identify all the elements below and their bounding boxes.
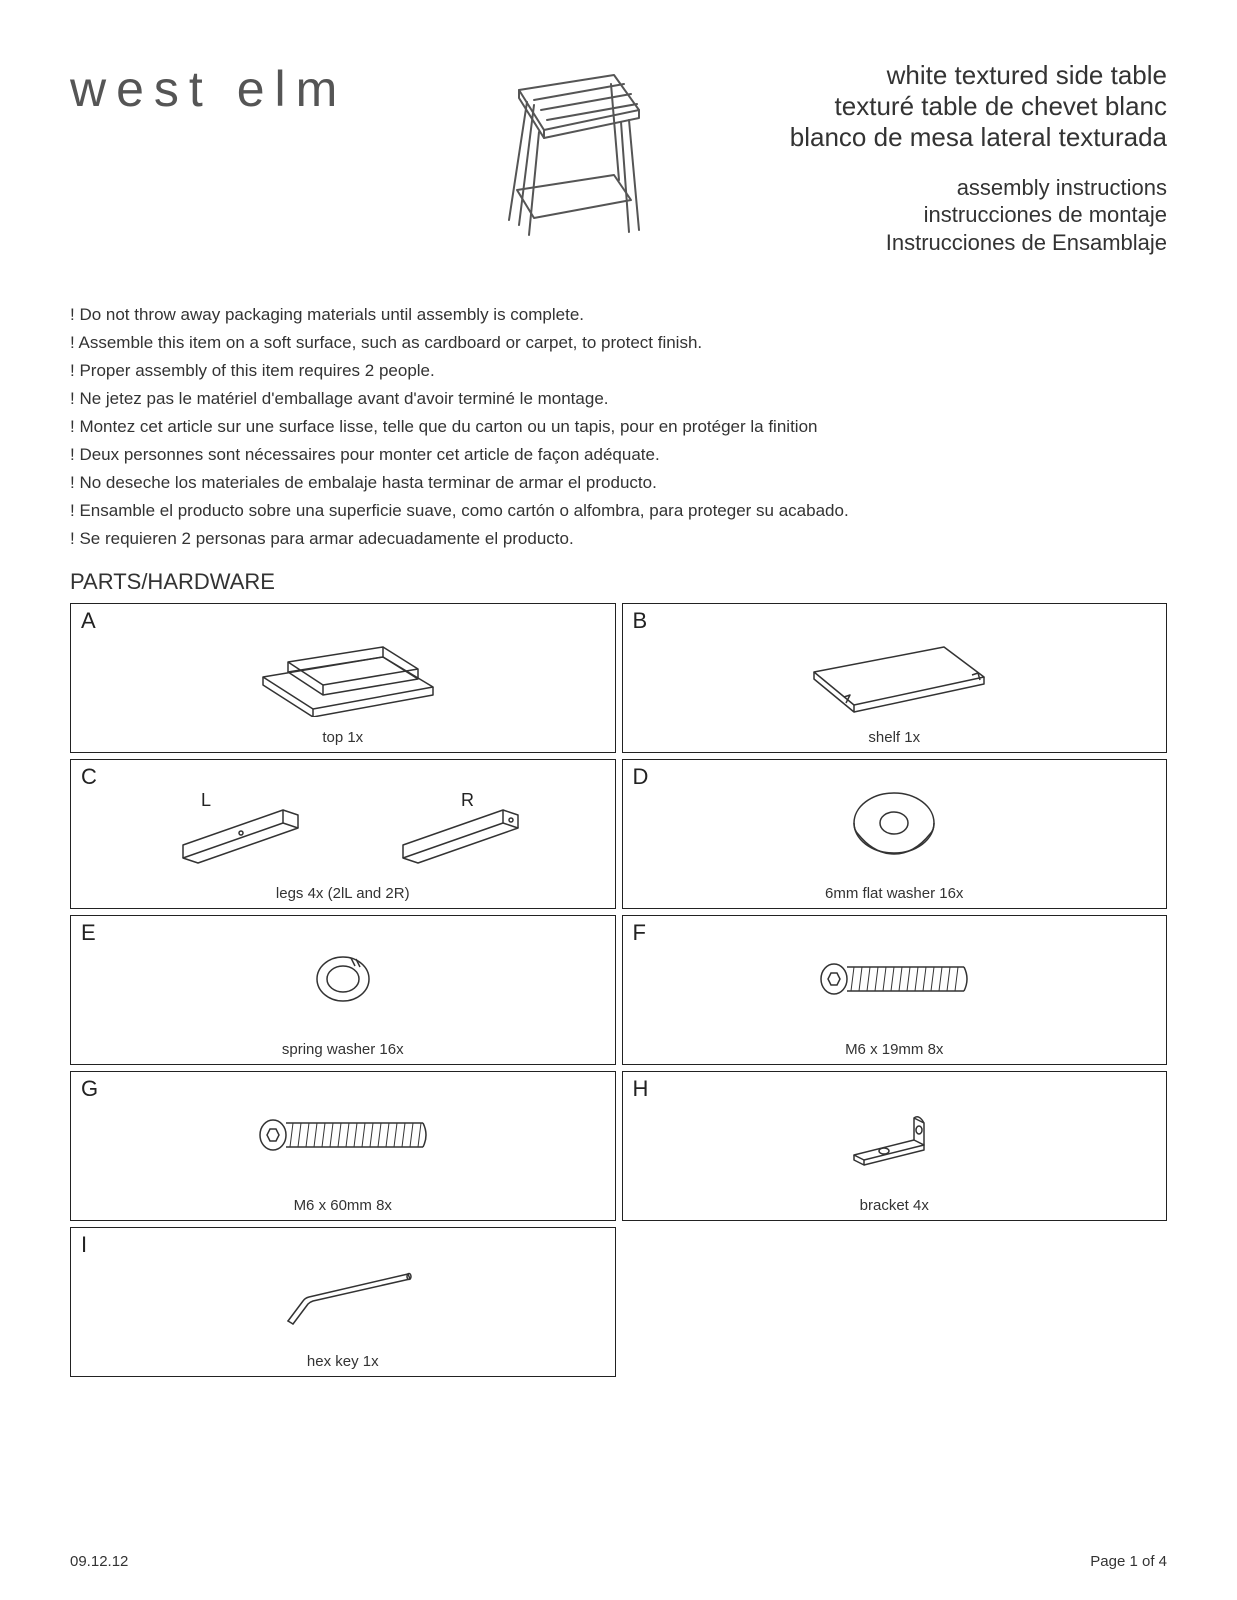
- part-caption: 6mm flat washer 16x: [825, 885, 963, 902]
- product-illustration: [469, 60, 669, 265]
- part-caption: top 1x: [322, 729, 363, 746]
- part-caption: bracket 4x: [860, 1197, 929, 1214]
- part-letter: H: [633, 1076, 649, 1102]
- part-letter: B: [633, 608, 648, 634]
- note-item: ! Ne jetez pas le matériel d'emballage a…: [70, 389, 1167, 409]
- part-d-illustration: [623, 760, 1167, 885]
- part-a: A top 1x: [70, 603, 616, 753]
- part-c: C L R: [70, 759, 616, 909]
- page: west elm: [0, 0, 1237, 1600]
- part-f: F: [622, 915, 1168, 1065]
- part-caption: shelf 1x: [868, 729, 920, 746]
- footer: 09.12.12 Page 1 of 4: [70, 1553, 1167, 1570]
- leg-r-label: R: [461, 790, 474, 811]
- part-e: E spring washer 16x: [70, 915, 616, 1065]
- product-title: white textured side table texturé table …: [790, 60, 1167, 154]
- part-letter: I: [81, 1232, 87, 1258]
- part-h: H bracket 4x: [622, 1071, 1168, 1221]
- note-item: ! No deseche los materiales de embalaje …: [70, 473, 1167, 493]
- part-d: D 6mm flat washer 16x: [622, 759, 1168, 909]
- header: west elm: [70, 60, 1167, 265]
- part-f-illustration: [623, 916, 1167, 1041]
- note-item: ! Assemble this item on a soft surface, …: [70, 333, 1167, 353]
- note-item: ! Se requieren 2 personas para armar ade…: [70, 529, 1167, 549]
- part-b-illustration: [623, 604, 1167, 729]
- part-letter: D: [633, 764, 649, 790]
- leg-l-label: L: [201, 790, 211, 811]
- part-letter: G: [81, 1076, 98, 1102]
- part-caption: M6 x 19mm 8x: [845, 1041, 943, 1058]
- part-b: B shelf 1x: [622, 603, 1168, 753]
- part-i-illustration: [71, 1228, 615, 1353]
- part-caption: hex key 1x: [307, 1353, 379, 1370]
- title-column: white textured side table texturé table …: [790, 60, 1167, 256]
- part-letter: A: [81, 608, 96, 634]
- brand-logo: west elm: [70, 60, 347, 118]
- part-g: G: [70, 1071, 616, 1221]
- subtitle-fr: instrucciones de montaje: [790, 201, 1167, 229]
- subtitle-en: assembly instructions: [790, 174, 1167, 202]
- part-letter: E: [81, 920, 96, 946]
- footer-page: Page 1 of 4: [1090, 1553, 1167, 1570]
- part-i: I hex key 1x: [70, 1227, 616, 1377]
- part-caption: spring washer 16x: [282, 1041, 404, 1058]
- subtitle-block: assembly instructions instrucciones de m…: [790, 174, 1167, 257]
- part-g-illustration: [71, 1072, 615, 1197]
- part-caption: M6 x 60mm 8x: [294, 1197, 392, 1214]
- empty-cell: [622, 1227, 1168, 1377]
- part-letter: C: [81, 764, 97, 790]
- title-fr: texturé table de chevet blanc: [790, 91, 1167, 122]
- part-a-illustration: [71, 604, 615, 729]
- parts-grid: A top 1x: [70, 603, 1167, 1377]
- part-c-illustration: [71, 760, 615, 885]
- section-title: PARTS/HARDWARE: [70, 569, 1167, 595]
- part-caption: legs 4x (2lL and 2R): [276, 885, 410, 902]
- footer-date: 09.12.12: [70, 1553, 128, 1570]
- note-item: ! Deux personnes sont nécessaires pour m…: [70, 445, 1167, 465]
- note-item: ! Proper assembly of this item requires …: [70, 361, 1167, 381]
- side-table-icon: [479, 60, 659, 260]
- note-item: ! Montez cet article sur une surface lis…: [70, 417, 1167, 437]
- title-en: white textured side table: [790, 60, 1167, 91]
- note-item: ! Do not throw away packaging materials …: [70, 305, 1167, 325]
- notes-list: ! Do not throw away packaging materials …: [70, 305, 1167, 549]
- note-item: ! Ensamble el producto sobre una superfi…: [70, 501, 1167, 521]
- part-h-illustration: [623, 1072, 1167, 1197]
- part-e-illustration: [71, 916, 615, 1041]
- part-letter: F: [633, 920, 646, 946]
- subtitle-es: Instrucciones de Ensamblaje: [790, 229, 1167, 257]
- title-es: blanco de mesa lateral texturada: [790, 122, 1167, 153]
